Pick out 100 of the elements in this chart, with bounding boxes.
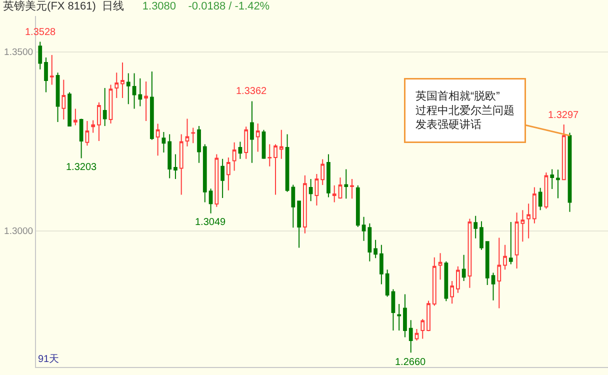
candlestick bbox=[550, 168, 554, 190]
candlestick bbox=[279, 129, 284, 160]
candlestick bbox=[150, 71, 154, 140]
candlestick bbox=[256, 122, 260, 152]
candlestick bbox=[450, 280, 454, 304]
candlestick bbox=[520, 210, 525, 242]
candlestick bbox=[562, 124, 566, 181]
candlestick bbox=[468, 218, 472, 288]
candlestick bbox=[238, 141, 242, 160]
candlestick bbox=[108, 84, 113, 124]
candlestick bbox=[156, 123, 160, 156]
candlestick bbox=[308, 178, 313, 202]
candlestick bbox=[297, 200, 301, 248]
candlestick bbox=[79, 118, 84, 159]
candlestick bbox=[208, 188, 213, 214]
candlestick bbox=[285, 134, 290, 192]
candlestick bbox=[68, 92, 72, 126]
candlestick bbox=[414, 328, 419, 341]
annotation: 1.3362 bbox=[236, 86, 268, 97]
candlestick bbox=[202, 144, 207, 203]
candlestick bbox=[474, 215, 478, 239]
candlestick bbox=[480, 220, 484, 250]
candlestick bbox=[197, 125, 201, 164]
candlestick bbox=[385, 269, 390, 298]
candlestick bbox=[250, 100, 254, 164]
candlestick bbox=[302, 174, 307, 234]
candlestick bbox=[456, 266, 460, 294]
candlestick bbox=[274, 144, 278, 196]
candlestick bbox=[526, 203, 530, 239]
candlestick bbox=[362, 216, 366, 242]
candlestick bbox=[462, 254, 466, 282]
candlestick bbox=[374, 239, 378, 259]
candlestick bbox=[503, 244, 507, 270]
candlestick bbox=[332, 184, 336, 203]
candlestick bbox=[338, 177, 342, 200]
candlestick bbox=[556, 169, 560, 199]
candlestick bbox=[44, 57, 48, 93]
annotation: 1.3528 bbox=[25, 27, 56, 38]
annotation: 1.2660 bbox=[395, 357, 426, 368]
candlestick bbox=[350, 178, 354, 200]
candlestick bbox=[432, 256, 436, 306]
candlestick bbox=[344, 168, 348, 200]
annotation: 1.3297 bbox=[548, 110, 580, 121]
candlestick bbox=[214, 154, 219, 208]
candlestick bbox=[426, 300, 430, 332]
candlestick bbox=[514, 212, 519, 270]
candlestick bbox=[85, 120, 90, 146]
candlestick bbox=[102, 87, 107, 126]
candlestick bbox=[220, 158, 224, 198]
candlestick bbox=[179, 134, 184, 196]
candlestick bbox=[38, 41, 42, 70]
candlestick bbox=[391, 288, 396, 331]
candlestick bbox=[144, 81, 148, 122]
candlestick bbox=[262, 129, 266, 160]
candlestick bbox=[532, 186, 536, 224]
candlestick bbox=[244, 126, 248, 160]
candlestick bbox=[232, 142, 236, 172]
candlestick bbox=[326, 154, 330, 198]
candlestick bbox=[491, 272, 496, 301]
candlestick bbox=[420, 318, 425, 340]
candlestick bbox=[126, 72, 130, 105]
candlestick bbox=[50, 54, 54, 86]
candlestick bbox=[91, 120, 96, 134]
candlestick bbox=[132, 72, 136, 110]
candlestick bbox=[497, 237, 502, 309]
candlestick bbox=[62, 79, 66, 120]
candlestick bbox=[356, 184, 360, 228]
y-tick-label: 1.3000 bbox=[4, 226, 34, 238]
candlestick bbox=[408, 320, 413, 354]
candlestick bbox=[268, 144, 272, 167]
annotation: 英国首相就“脱欧”过程中北爱尔兰问题发表强硬讲话 bbox=[416, 90, 514, 132]
candlestick bbox=[485, 241, 490, 286]
candlestick bbox=[368, 222, 372, 262]
candlestick bbox=[114, 72, 119, 99]
candlestick bbox=[403, 294, 407, 338]
candlestick bbox=[379, 244, 384, 285]
candlestick bbox=[168, 134, 172, 179]
annotation: 1.3203 bbox=[66, 162, 98, 173]
candlestick bbox=[120, 62, 124, 99]
candlestick bbox=[544, 172, 548, 210]
chart-subtitle: 1.3080 -0.0188 / -1.42% bbox=[142, 0, 270, 13]
candlestick bbox=[162, 132, 166, 153]
candlestick bbox=[314, 173, 319, 206]
candlestick bbox=[538, 187, 542, 211]
candlestick bbox=[73, 108, 78, 126]
annotation: 1.3049 bbox=[195, 217, 226, 228]
candlestick bbox=[444, 260, 448, 302]
candlestick bbox=[174, 154, 178, 180]
candlestick bbox=[320, 158, 325, 186]
candlestick bbox=[438, 252, 442, 280]
candlestick bbox=[397, 303, 402, 331]
candlestick bbox=[191, 127, 196, 144]
candlestick bbox=[568, 132, 572, 212]
candlestick bbox=[508, 221, 513, 265]
candlestick bbox=[291, 184, 296, 228]
candlestick bbox=[185, 118, 190, 147]
candlestick bbox=[226, 156, 230, 191]
y-tick-label: 1.3500 bbox=[4, 47, 34, 58]
chart-title: 英镑美元(FX 8161) 日线 bbox=[3, 0, 124, 13]
annotation: 91天 bbox=[38, 354, 60, 365]
